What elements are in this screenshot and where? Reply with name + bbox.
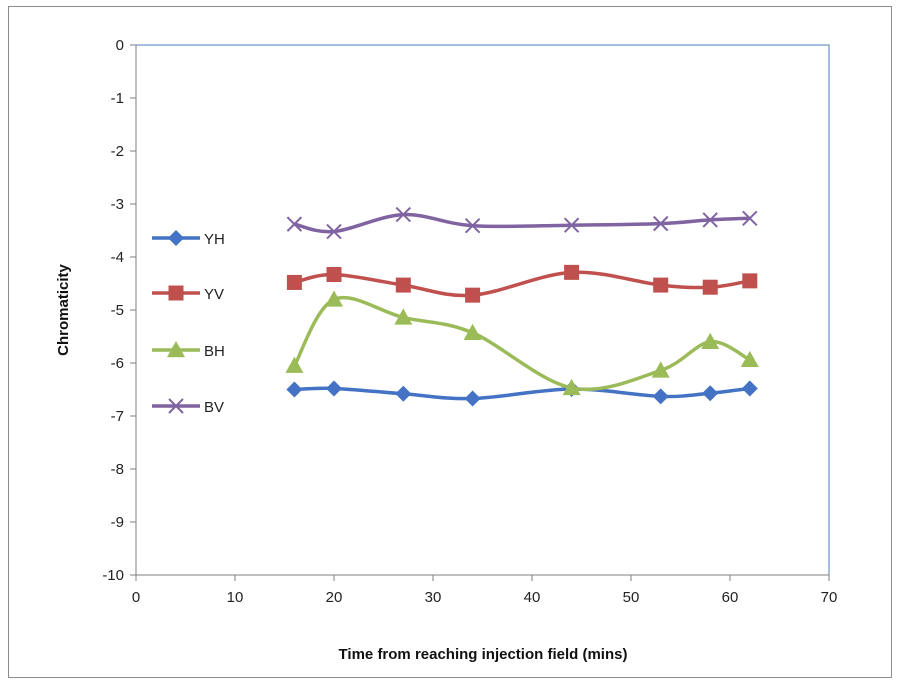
data-point-bh — [463, 323, 482, 340]
data-point-bv — [395, 206, 412, 223]
x-marker-stroke — [326, 223, 342, 240]
x-tick-label: 50 — [623, 589, 640, 606]
data-point-yh — [702, 385, 719, 402]
data-point-bv — [742, 210, 758, 227]
data-point-yh — [395, 385, 412, 402]
x-tick-label: 40 — [524, 589, 541, 606]
x-tick-label: 70 — [821, 589, 838, 606]
data-point-bh — [325, 290, 343, 307]
data-point-yv — [702, 279, 718, 295]
data-point-bv — [702, 212, 718, 228]
x-marker-stroke — [652, 215, 669, 232]
data-point-bv — [286, 216, 303, 232]
x-tick-label: 60 — [722, 589, 739, 606]
legend-label-bh: BH — [204, 343, 225, 360]
legend-marker-bh — [167, 341, 185, 358]
legend-label-yh: YH — [204, 231, 225, 248]
x-tick-label: 20 — [326, 589, 343, 606]
y-axis-title: Chromaticity — [55, 264, 72, 356]
series-bv — [286, 206, 758, 240]
data-point-bh — [394, 308, 413, 325]
x-marker-stroke — [702, 212, 718, 228]
y-tick-label: -10 — [102, 567, 124, 584]
data-point-bv — [652, 215, 669, 232]
data-point-yh — [652, 388, 669, 405]
y-tick-label: -8 — [111, 461, 124, 478]
data-point-bh — [651, 361, 670, 378]
data-point-bh — [285, 356, 304, 373]
legend-marker-yh — [168, 230, 184, 246]
legend-entry-yh: YH — [152, 230, 225, 248]
data-point-yh — [464, 390, 481, 407]
y-tick-label: -7 — [111, 408, 124, 425]
x-marker-stroke — [742, 210, 758, 227]
data-point-bh — [562, 378, 581, 396]
y-tick-label: -5 — [111, 302, 124, 319]
data-point-yh — [286, 381, 303, 398]
series-yv — [286, 264, 758, 303]
y-tick-label: -9 — [111, 514, 124, 531]
x-marker-stroke — [464, 218, 481, 234]
legend-entry-yv: YV — [152, 285, 224, 303]
series-bh — [285, 290, 759, 396]
x-tick-label: 30 — [425, 589, 442, 606]
data-point-bv — [464, 218, 481, 234]
x-marker-stroke — [563, 217, 580, 233]
y-axis-ticks: 0 -1 -2 -3 -4 -5 -6 -7 -8 -9 -10 — [102, 37, 137, 584]
data-point-yv — [742, 273, 758, 289]
legend-label-bv: BV — [204, 399, 224, 416]
legend-marker-bv — [168, 398, 184, 414]
x-tick-label: 10 — [227, 589, 244, 606]
series-line-bh — [292, 295, 751, 391]
x-marker-stroke — [168, 398, 184, 414]
x-axis-ticks: 0 10 20 30 40 50 60 70 — [132, 574, 838, 606]
data-point-yv — [653, 277, 669, 293]
y-tick-label: 0 — [116, 37, 124, 54]
x-marker-stroke — [395, 206, 412, 223]
y-tick-label: -4 — [111, 249, 124, 266]
plot-area — [135, 44, 830, 576]
data-point-bv — [563, 217, 580, 233]
y-tick-label: -1 — [111, 90, 124, 107]
legend-marker-yv — [168, 285, 184, 301]
data-point-yv — [286, 274, 302, 290]
series-line-yv — [293, 270, 751, 298]
data-point-yv — [465, 287, 481, 303]
y-tick-label: -3 — [111, 196, 124, 213]
data-point-yv — [326, 266, 342, 282]
x-tick-label: 0 — [132, 589, 140, 606]
plot-border — [135, 44, 830, 576]
x-axis-title: Time from reaching injection field (mins… — [339, 646, 628, 663]
legend-entry-bh: BH — [152, 341, 225, 360]
data-point-bv — [326, 223, 342, 240]
series-yh — [286, 380, 758, 407]
y-tick-label: -6 — [111, 355, 124, 372]
data-point-yh — [741, 380, 758, 397]
legend-label-yv: YV — [204, 286, 224, 303]
series-layer — [285, 206, 759, 407]
x-marker-stroke — [286, 216, 303, 232]
data-point-bh — [701, 332, 720, 349]
chart-frame — [8, 6, 892, 678]
series-line-yh — [294, 386, 751, 401]
series-line-bv — [293, 212, 750, 234]
data-point-yh — [326, 380, 342, 397]
legend: YH YV BH BV — [152, 230, 225, 416]
legend-entry-bv: BV — [152, 398, 224, 416]
data-point-yv — [395, 277, 411, 293]
data-point-bh — [740, 350, 759, 368]
data-point-yv — [564, 264, 580, 280]
y-tick-label: -2 — [111, 143, 124, 160]
